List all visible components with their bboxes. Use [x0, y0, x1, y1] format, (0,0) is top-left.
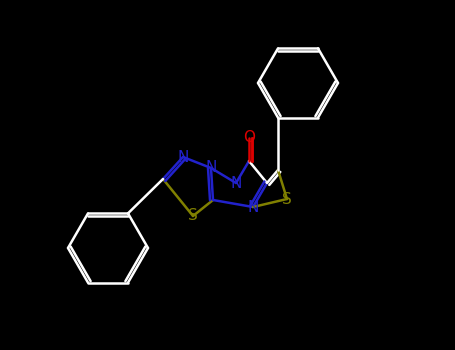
- Text: S: S: [188, 209, 198, 224]
- Text: N: N: [248, 199, 259, 215]
- Text: N: N: [205, 161, 217, 175]
- Text: N: N: [177, 149, 189, 164]
- Text: S: S: [282, 191, 292, 206]
- Text: N: N: [230, 175, 242, 190]
- Text: O: O: [243, 131, 255, 146]
